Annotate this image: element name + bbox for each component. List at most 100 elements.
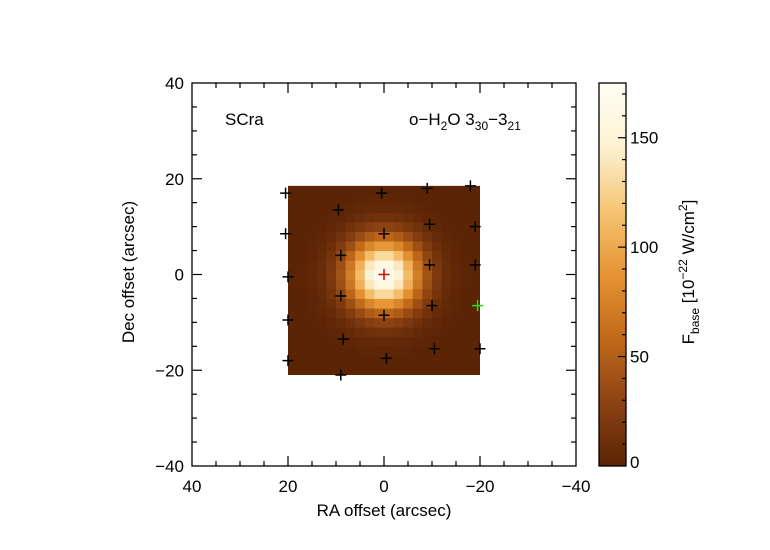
heatmap-pixel (480, 327, 490, 337)
heatmap-pixel (326, 202, 337, 213)
heatmap-pixel (432, 308, 443, 319)
heatmap-pixel (403, 288, 414, 299)
heatmap-pixel (307, 288, 318, 299)
heatmap-pixel (297, 288, 308, 299)
heatmap-pixel (470, 212, 480, 223)
heatmap-pixel (432, 250, 443, 261)
heatmap-pixel (451, 212, 462, 223)
heatmap-pixel (307, 174, 317, 184)
heatmap-pixel (345, 336, 356, 347)
spaxel-marker (428, 343, 440, 355)
line-label: o−H2O 330−321 (409, 110, 521, 133)
spaxel-marker (464, 180, 476, 192)
heatmap-pixel (412, 317, 423, 328)
heatmap-pixel (316, 260, 327, 271)
heatmap-pixel (412, 185, 423, 194)
heatmap-pixel (345, 221, 356, 232)
heatmap-pixel (384, 288, 395, 299)
heatmap-pixel (412, 298, 423, 309)
colorbar-ticks (618, 93, 626, 445)
heatmap-pixel (345, 279, 356, 290)
heatmap-pixel (326, 346, 337, 357)
heatmap-pixel (441, 355, 452, 366)
heatmap-pixel (297, 336, 308, 347)
heatmap-pixel (460, 269, 471, 280)
heatmap-pixel (460, 202, 471, 213)
heatmap-pixel (460, 185, 471, 194)
heatmap-pixel (412, 231, 423, 242)
heatmap-pixel (451, 308, 462, 319)
heatmap-pixel (336, 231, 347, 242)
heatmap-pixel (403, 221, 414, 232)
heatmap-pixel (470, 193, 480, 204)
heatmap-pixel (288, 279, 299, 290)
spaxel-marker (280, 187, 292, 199)
heatmap-pixel (403, 269, 414, 280)
heatmap-pixel (432, 260, 443, 271)
heatmap-pixel (422, 269, 433, 280)
heatmap-pixel (384, 355, 395, 366)
heatmap-pixel (451, 221, 462, 232)
heatmap-pixel (374, 240, 385, 252)
heatmap-pixel (345, 327, 356, 338)
spaxel-marker (282, 271, 294, 283)
heatmap-pixel (326, 231, 337, 242)
heatmap-pixel (432, 202, 443, 213)
heatmap-pixel (480, 270, 490, 280)
heatmap-pixel (412, 212, 423, 223)
heatmap-pixel (384, 365, 395, 376)
heatmap-pixel (374, 185, 385, 194)
spaxel-marker (474, 343, 486, 355)
heatmap-pixel (374, 221, 385, 232)
y-axis-label: Dec offset (arcsec) (119, 201, 138, 343)
heatmap-pixel (316, 269, 327, 280)
colorbar (599, 83, 626, 466)
heatmap-pixel (480, 184, 490, 194)
heatmap-pixel (412, 336, 423, 347)
heatmap-pixel (355, 298, 366, 309)
heatmap-pixel (316, 185, 327, 194)
heatmap-pixel (307, 269, 318, 280)
heatmap-pixel (412, 365, 423, 376)
heatmap-pixel (432, 279, 443, 290)
heatmap-pixel (451, 355, 462, 366)
heatmap-pixel (297, 202, 308, 213)
spaxel-marker (335, 249, 347, 261)
spaxel-marker (426, 300, 438, 312)
heatmap-pixel (317, 174, 327, 184)
heatmap-pixel (288, 250, 299, 261)
heatmap-pixel (422, 327, 433, 338)
heatmap-pixel (384, 174, 394, 184)
heatmap-pixel (480, 203, 490, 213)
heatmap-pixel (288, 260, 299, 271)
heatmap-pixel (316, 202, 327, 213)
heatmap-pixel (451, 174, 461, 184)
spaxel-markers (280, 180, 486, 381)
heatmap-pixel (355, 250, 366, 261)
heatmap-pixel (384, 202, 395, 213)
heatmap-pixel (403, 355, 414, 366)
heatmap-pixel (326, 212, 337, 223)
colorbar-label-sup: −22 (676, 259, 690, 280)
heatmap-pixel (432, 288, 443, 299)
heatmap-pixel (451, 288, 462, 299)
spaxel-marker (335, 369, 347, 381)
heatmap-pixel (326, 269, 337, 280)
heatmap-pixel (451, 250, 462, 261)
heatmap-pixel (460, 365, 471, 376)
heatmap-pixel (413, 174, 423, 184)
heatmap-pixel (307, 185, 318, 194)
heatmap-pixel (432, 231, 443, 242)
heatmap-pixel (393, 308, 404, 319)
y-tick-labels: 40 20 0 −20 −40 (155, 74, 184, 476)
heatmap-pixel (336, 269, 347, 280)
spaxel-marker (337, 333, 349, 345)
heatmap-pixel (336, 193, 347, 204)
colorbar-frame (598, 82, 627, 467)
heatmap-pixel (326, 288, 337, 299)
heatmap-pixel (412, 260, 423, 271)
spaxel-marker (472, 300, 484, 312)
spaxel-marker (424, 259, 436, 271)
heatmap-pixel (441, 365, 452, 376)
heatmap-pixel (460, 279, 471, 290)
